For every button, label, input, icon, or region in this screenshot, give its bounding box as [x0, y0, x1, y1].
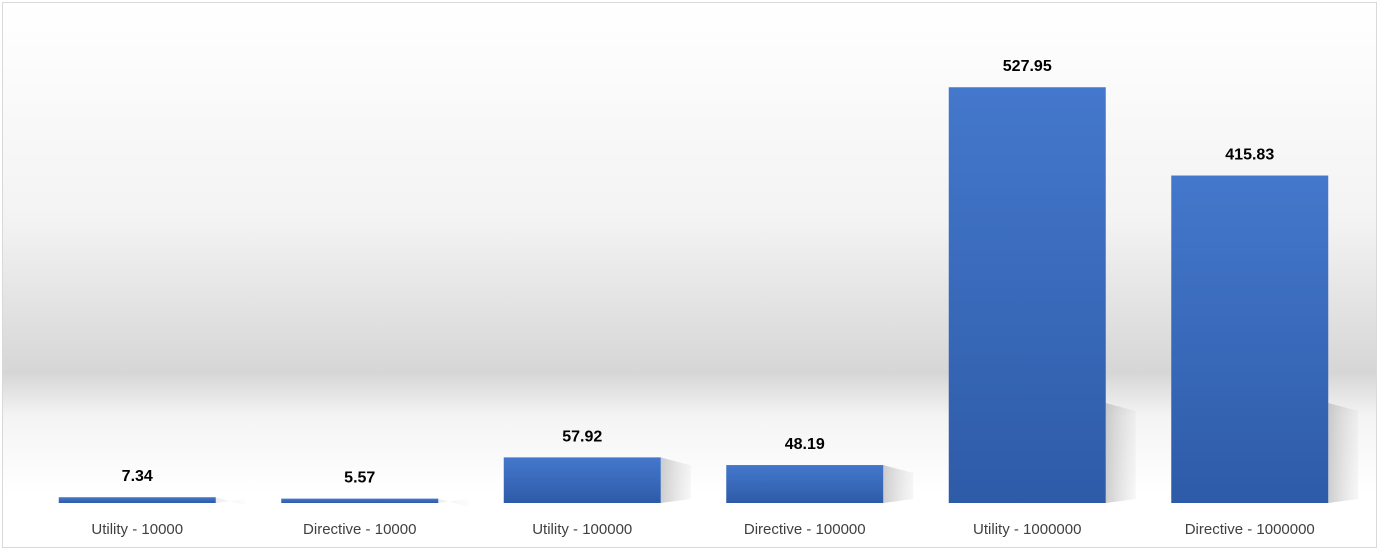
- bar: [948, 87, 1106, 503]
- bar-shadow: [883, 465, 914, 503]
- bar: [1171, 175, 1329, 503]
- bar-shadows: [215, 403, 1359, 507]
- data-label: 527.95: [1003, 58, 1052, 75]
- data-label: 48.19: [785, 436, 825, 453]
- x-tick-label: Utility - 1000000: [973, 521, 1081, 538]
- bars-group: [58, 87, 1329, 503]
- bar-shadow: [1328, 403, 1359, 503]
- bar: [726, 465, 884, 503]
- x-tick-label: Utility - 100000: [532, 521, 632, 538]
- category-labels-group: Utility - 10000 Directive - 10000 Utility …: [91, 521, 1314, 538]
- x-tick-label: Directive - 10000: [303, 521, 416, 538]
- bar-shadow: [215, 497, 246, 506]
- data-label: 415.83: [1225, 147, 1274, 164]
- data-label: 7.34: [122, 468, 153, 485]
- data-label: 5.57: [344, 470, 375, 487]
- bar: [58, 497, 216, 503]
- bar-shadow: [1105, 403, 1136, 503]
- bar: [503, 457, 661, 503]
- bar: [281, 498, 439, 503]
- data-label: 57.92: [562, 428, 602, 445]
- x-tick-label: Directive - 1000000: [1185, 521, 1315, 538]
- value-labels-group: 7.34 5.57 57.92 48.19 527.95 415.83: [122, 58, 1275, 486]
- x-tick-label: Utility - 10000: [91, 521, 183, 538]
- bar-shadow: [438, 498, 469, 507]
- x-tick-label: Directive - 100000: [744, 521, 866, 538]
- bar-shadow: [660, 457, 691, 503]
